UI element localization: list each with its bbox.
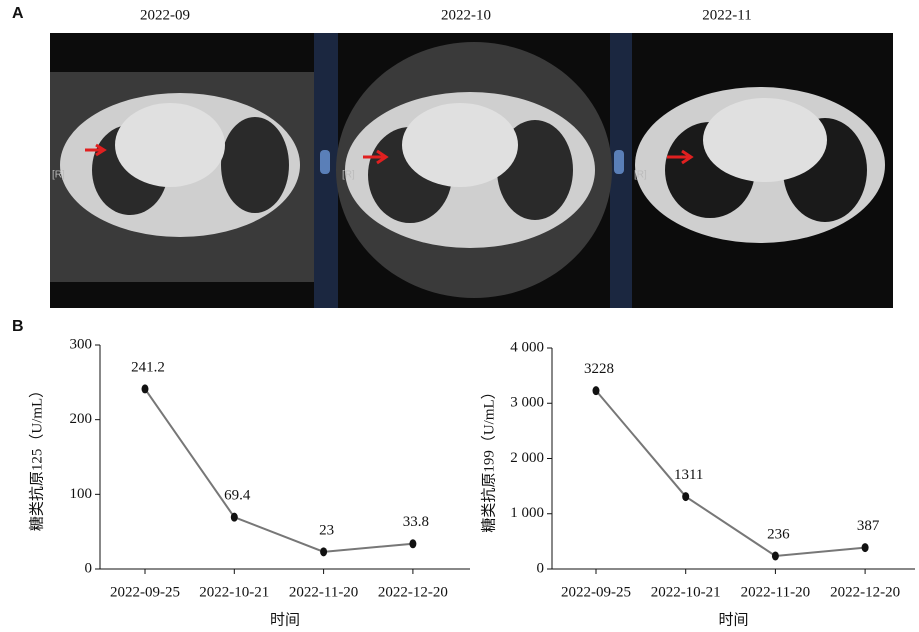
data-point [593, 386, 600, 395]
data-line [145, 389, 413, 552]
data-point [142, 384, 149, 393]
ct-images [50, 33, 893, 308]
x-tick-label: 2022-10-21 [651, 584, 721, 600]
x-tick-label: 2022-11-20 [741, 584, 810, 600]
y-tick-label: 300 [70, 336, 93, 352]
x-tick-label: 2022-12-20 [378, 584, 448, 600]
y-axis-label: 糖类抗原199（U/mL） [480, 384, 497, 532]
image-label: 2022-09 [140, 7, 190, 23]
y-tick-label: 100 [70, 486, 93, 502]
x-tick-label: 2022-09-25 [561, 584, 631, 600]
x-tick-label: 2022-10-21 [199, 584, 269, 600]
image-marker: [R] [52, 170, 65, 181]
x-axis-label: 时间 [270, 611, 300, 628]
data-point [862, 543, 869, 552]
data-label: 33.8 [403, 514, 429, 530]
data-label: 23 [319, 522, 334, 538]
image-marker: [R] [634, 170, 647, 181]
y-axis-label: 糖类抗原125（U/mL） [28, 383, 45, 531]
data-label: 3228 [584, 361, 614, 377]
y-tick-label: 4 000 [510, 339, 544, 355]
data-point [772, 551, 779, 560]
data-label: 387 [857, 518, 880, 534]
panel-label: A [12, 5, 24, 22]
data-point [409, 539, 416, 548]
data-label: 1311 [674, 467, 703, 483]
y-tick-label: 0 [537, 560, 545, 576]
panel-label: B [12, 318, 24, 335]
x-tick-label: 2022-12-20 [830, 584, 900, 600]
image-marker: [R] [342, 170, 355, 181]
data-label: 241.2 [131, 359, 165, 375]
data-point [320, 547, 327, 556]
data-point [231, 513, 238, 522]
image-label: 2022-11 [702, 7, 751, 23]
x-axis-label: 时间 [718, 611, 748, 628]
figure: A B 2022-09 2022-10 2022-11 [R] [R] [R] … [0, 0, 919, 632]
data-line [596, 391, 865, 556]
y-tick-label: 200 [70, 411, 93, 427]
data-point [682, 492, 689, 501]
y-tick-label: 2 000 [510, 450, 544, 466]
y-tick-label: 1 000 [510, 505, 544, 521]
x-tick-label: 2022-09-25 [110, 584, 180, 600]
y-tick-label: 0 [85, 560, 93, 576]
x-tick-label: 2022-11-20 [289, 584, 358, 600]
data-label: 69.4 [224, 488, 251, 504]
data-label: 236 [767, 526, 790, 542]
image-label: 2022-10 [441, 7, 491, 23]
y-tick-label: 3 000 [510, 395, 544, 411]
